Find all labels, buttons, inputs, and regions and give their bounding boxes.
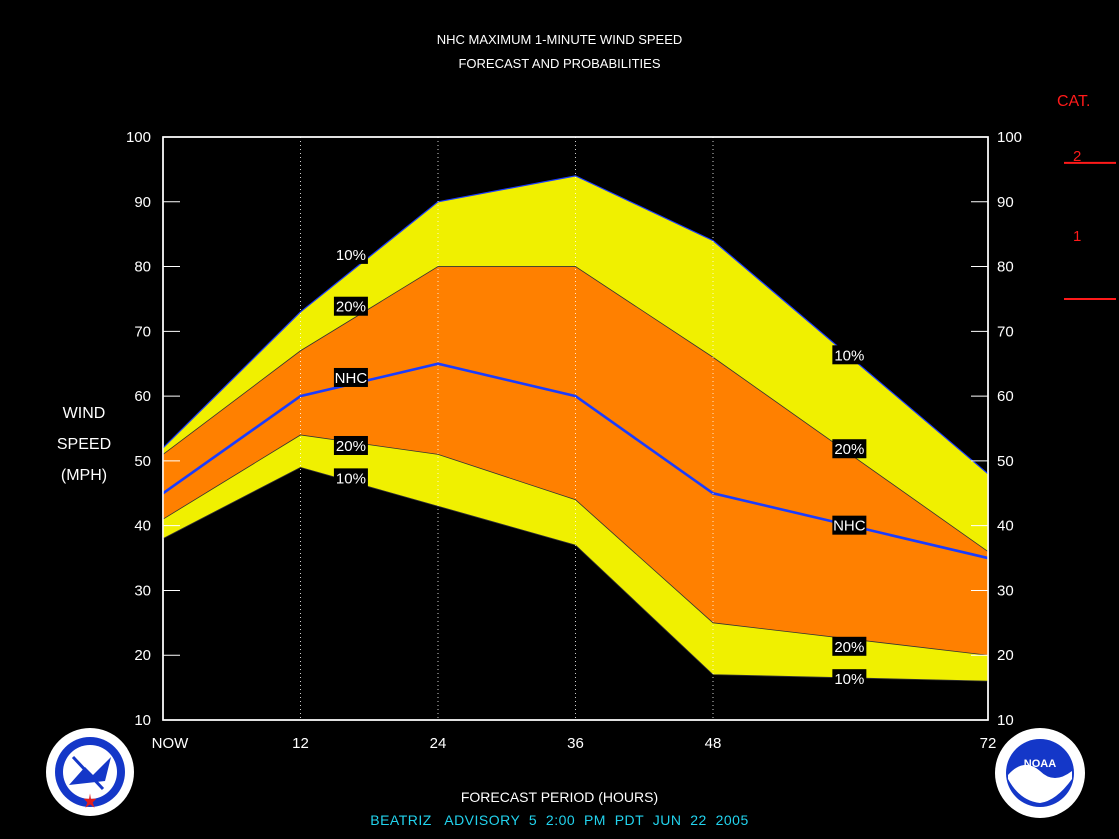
- y-tick-label-left: 70: [134, 323, 151, 340]
- annotation-label-bg: [333, 435, 368, 455]
- y-tick-label-right: 100: [997, 129, 1022, 146]
- nws-logo-star: [83, 793, 97, 808]
- annotation-label-bg: [832, 636, 867, 656]
- nws-logo-bolt: [71, 755, 105, 791]
- annotation-label: 20%: [834, 441, 864, 458]
- annotation-label: 20%: [336, 299, 366, 316]
- annotation-label: 20%: [834, 639, 864, 656]
- y-tick-label-left: 100: [126, 129, 151, 146]
- annotation-label: 10%: [336, 470, 366, 487]
- y-axis-label: WIND SPEED (MPH): [38, 398, 130, 491]
- annotation-label-bg: [333, 468, 368, 488]
- noaa-logo: NOAA: [995, 728, 1085, 818]
- y-tick-label-left: 20: [134, 647, 151, 664]
- series-line-nhc: [162, 362, 989, 560]
- plot-border: [162, 136, 989, 721]
- noaa-logo-bird: [1008, 764, 1072, 803]
- annotation-label-bg: [333, 296, 368, 316]
- y-axis-label-line: SPEED: [56, 436, 112, 453]
- y-tick-label-right: 40: [997, 518, 1014, 535]
- annotation-label-bg: [832, 345, 867, 365]
- y-tick-label-right: 70: [997, 323, 1014, 340]
- x-tick-label: 36: [567, 735, 584, 752]
- y-tick-label-right: 80: [997, 259, 1014, 276]
- series-line-10pct-upper: [162, 175, 989, 475]
- series-line-20pct-upper: [162, 266, 989, 552]
- category-label-1: 1: [1073, 228, 1082, 245]
- x-tick-label: 48: [705, 735, 722, 752]
- y-axis-label-line: WIND: [62, 405, 106, 422]
- noaa-logo-text: NOAA: [1024, 758, 1056, 770]
- x-axis-label: FORECAST PERIOD (HOURS): [460, 789, 659, 805]
- annotation-label-bg: [832, 515, 867, 535]
- y-tick-label-left: 10: [134, 712, 151, 729]
- band-20-percent: [163, 266, 988, 656]
- y-tick-label-right: 60: [997, 388, 1014, 405]
- y-tick-label-left: 60: [134, 388, 151, 405]
- y-tick-label-right: 50: [997, 453, 1014, 470]
- annotation-label: 10%: [834, 347, 864, 364]
- annotation-label-bg: [832, 439, 867, 459]
- annotation-label: 10%: [336, 247, 366, 264]
- y-tick-label-right: 20: [997, 647, 1014, 664]
- chart-title-line2: FORECAST AND PROBABILITIES: [458, 56, 661, 71]
- series-line-20pct-lower: [162, 434, 989, 656]
- annotation-label-bg: [333, 367, 368, 387]
- category-label-2: 2: [1073, 148, 1082, 165]
- chart-title-line1: NHC MAXIMUM 1-MINUTE WIND SPEED: [436, 32, 683, 47]
- x-tick-label: 72: [980, 735, 997, 752]
- annotation-label-bg: [832, 669, 867, 689]
- y-tick-label-right: 10: [997, 712, 1014, 729]
- advisory-footer: BEATRIZ ADVISORY 5 2:00 PM PDT JUN 22 20…: [370, 812, 749, 828]
- y-tick-label-left: 80: [134, 259, 151, 276]
- nws-logo-cloud: [69, 757, 111, 785]
- annotation-label: NHC: [335, 370, 368, 387]
- x-tick-label: 12: [292, 735, 309, 752]
- x-tick-label: NOW: [152, 735, 190, 752]
- x-tick-label: 24: [430, 735, 447, 752]
- y-tick-label-left: 30: [134, 582, 151, 599]
- annotation-label-bg: [333, 244, 368, 264]
- y-tick-label-right: 90: [997, 194, 1014, 211]
- y-tick-label-left: 40: [134, 518, 151, 535]
- y-tick-label-left: 90: [134, 194, 151, 211]
- y-axis-label-line: (MPH): [60, 467, 108, 484]
- category-title: CAT.: [1057, 93, 1091, 110]
- y-tick-label-left: 50: [134, 453, 151, 470]
- annotation-label: NHC: [833, 518, 866, 535]
- nws-logo: [46, 728, 134, 816]
- annotation-label: 10%: [834, 671, 864, 688]
- y-tick-label-right: 30: [997, 582, 1014, 599]
- annotation-label: 20%: [336, 438, 366, 455]
- series-line-10pct-lower: [162, 466, 989, 682]
